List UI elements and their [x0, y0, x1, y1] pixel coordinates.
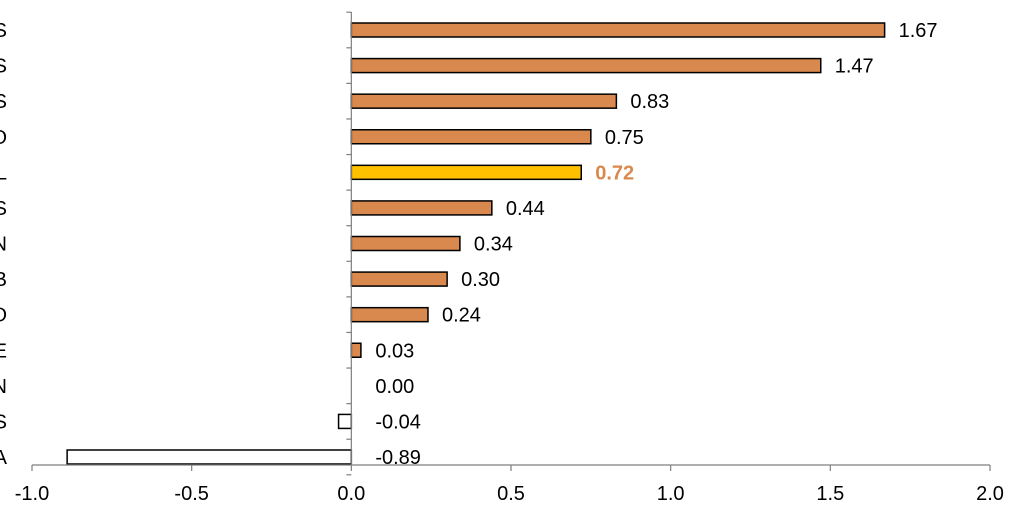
data-label-4: 0.72 — [595, 162, 634, 184]
bar-0 — [350, 22, 886, 38]
category-label-4: L — [0, 162, 7, 184]
bar-8 — [350, 306, 429, 323]
bar-11 — [337, 413, 353, 430]
category-label-11: S — [0, 411, 7, 433]
bar-7 — [350, 271, 448, 287]
category-label-8: O — [0, 305, 7, 327]
x-tick-label-1: -0.5 — [174, 483, 208, 505]
x-tick-label-3: 0.5 — [497, 483, 525, 505]
bar-2 — [350, 93, 618, 109]
data-label-3: 0.75 — [605, 127, 644, 149]
x-tick-label-6: 2.0 — [976, 483, 1004, 505]
x-tick-label-2: 0.0 — [337, 483, 365, 505]
x-tick-label-5: 1.5 — [816, 483, 844, 505]
category-label-7: B — [0, 269, 7, 291]
data-label-10: 0.00 — [375, 376, 414, 398]
data-label-9: 0.03 — [375, 340, 414, 362]
category-label-6: N — [0, 234, 7, 256]
category-label-5: S — [0, 198, 7, 220]
category-label-9: E — [0, 340, 7, 362]
x-tick-label-4: 1.0 — [657, 483, 685, 505]
labels-group: S 1.67 S 1.47 S 0.83 O 0.75 L 0.72 S 0.44 N 0.34 B 0.30… — [0, 20, 938, 469]
data-label-8: 0.24 — [442, 305, 481, 327]
bar-4 — [350, 164, 583, 181]
data-label-12: -0.89 — [375, 447, 421, 469]
bar-6 — [350, 235, 461, 252]
data-label-5: 0.44 — [506, 198, 545, 220]
bar-12 — [66, 449, 353, 465]
data-label-2: 0.83 — [630, 91, 669, 113]
data-label-6: 0.34 — [474, 234, 513, 256]
data-label-11: -0.04 — [375, 411, 421, 433]
category-label-3: O — [0, 127, 7, 149]
data-label-7: 0.30 — [461, 269, 500, 291]
bar-3 — [350, 129, 592, 145]
category-label-0: S — [0, 20, 7, 42]
category-label-10: N — [0, 376, 7, 398]
bar-9 — [350, 342, 362, 358]
category-label-2: S — [0, 91, 7, 113]
bar-5 — [350, 200, 493, 216]
category-label-12: A — [0, 447, 8, 469]
x-tick-label-0: -1.0 — [15, 483, 49, 505]
bar-1 — [350, 57, 822, 74]
data-label-0: 1.67 — [899, 20, 938, 42]
data-label-1: 1.47 — [835, 56, 874, 78]
axes-group: -1.0 -0.5 0.0 0.5 1.0 1.5 2.0 — [15, 11, 1004, 505]
category-label-1: S — [0, 56, 7, 78]
